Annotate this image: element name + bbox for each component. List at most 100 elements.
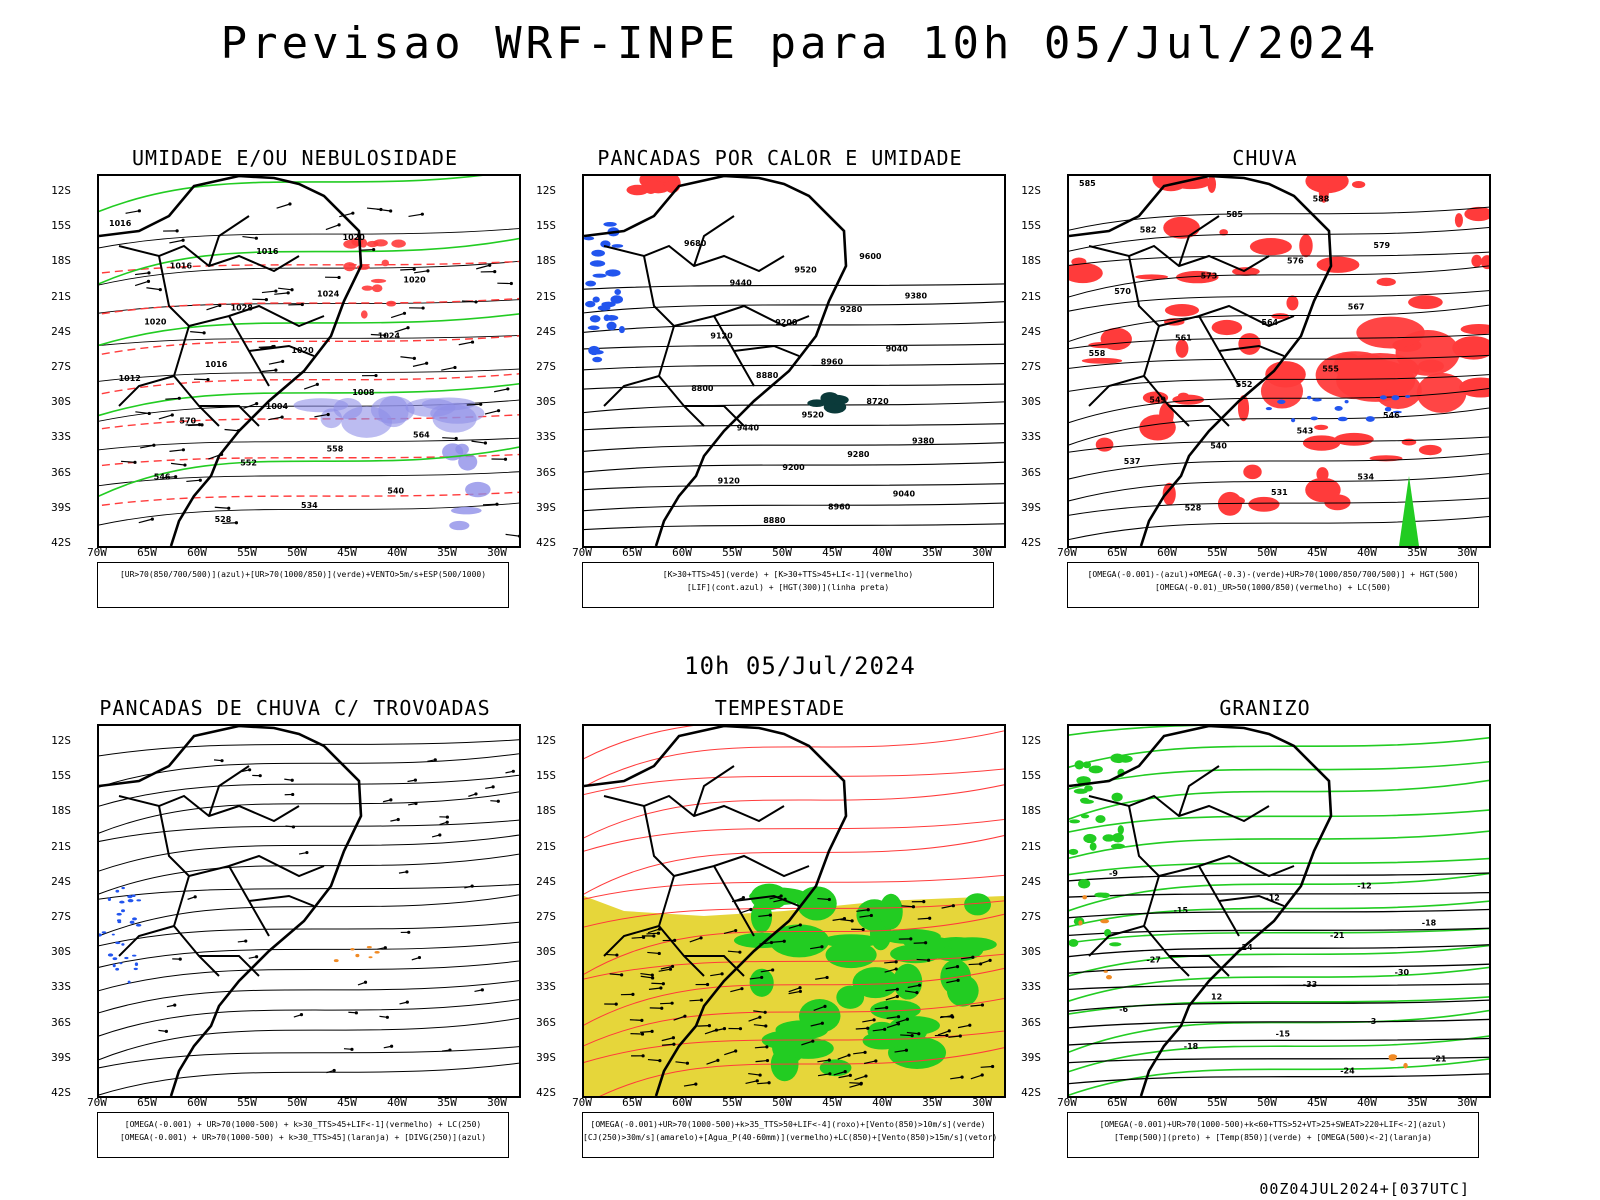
- wind-vector-head: [234, 521, 239, 525]
- wind-vector-head: [641, 935, 646, 939]
- lat-tick-label: 18S: [51, 254, 71, 268]
- shaded-area: [391, 239, 406, 248]
- contour-label: 8800: [691, 384, 714, 393]
- wind-vector: [854, 1075, 867, 1081]
- shaded-area: [371, 284, 383, 293]
- wind-vector: [260, 345, 275, 350]
- contour-line: [1069, 891, 1489, 898]
- wind-vector-head: [909, 937, 913, 941]
- contour-line: [1069, 515, 1489, 541]
- wind-vector-head: [927, 958, 931, 962]
- wind-vector: [134, 272, 150, 276]
- country-border: [118, 375, 175, 407]
- shaded-area: [1365, 416, 1375, 422]
- wind-vector-head: [405, 1000, 409, 1004]
- wind-vector-head: [755, 1079, 759, 1083]
- shaded-area: [1110, 843, 1125, 850]
- contour-label: 9200: [775, 318, 798, 327]
- map-canvas: [584, 726, 1004, 1096]
- wind-vector-head: [385, 1015, 389, 1019]
- shaded-area: [862, 1031, 902, 1050]
- lat-tick-label: 39S: [1021, 500, 1041, 514]
- wind-vector: [400, 268, 415, 271]
- shaded-area: [1401, 438, 1417, 446]
- wind-vector: [120, 460, 136, 463]
- lon-tick-label: 55W: [237, 1096, 257, 1109]
- map-canvas: 1016 1020 1016 1016 1020 1024 1028 1020 1024 1020…: [99, 176, 519, 546]
- wind-vector: [853, 1051, 866, 1055]
- shaded-area: [1351, 180, 1366, 189]
- contour-label: 8880: [763, 516, 786, 525]
- shaded-area: [368, 956, 373, 959]
- contour-label: 534: [301, 501, 318, 510]
- shaded-area: [121, 943, 125, 946]
- wind-vector-head: [872, 1018, 876, 1022]
- contour-line: [1069, 830, 1489, 860]
- wind-vector: [135, 411, 150, 415]
- panel-title: GRANIZO: [1219, 696, 1311, 720]
- shaded-area: [381, 259, 390, 267]
- wind-vector: [755, 1059, 768, 1063]
- wind-vector-head: [945, 1033, 949, 1038]
- wind-vector: [169, 449, 184, 452]
- contour-line: [1069, 736, 1489, 769]
- shaded-area: [1399, 476, 1419, 546]
- contour-label: -30: [1395, 968, 1410, 977]
- shaded-area: [1403, 1062, 1408, 1069]
- country-border: [1088, 375, 1145, 407]
- wind-vector: [886, 1023, 899, 1029]
- panel-trovoadas: PANCADAS DE CHUVA C/ TROVOADAS [OMEGA(-0…: [51, 696, 521, 1176]
- wind-vector: [748, 1016, 761, 1022]
- contour-label: 552: [1236, 380, 1253, 389]
- shaded-area: [112, 963, 116, 968]
- wind-vector: [476, 264, 490, 270]
- wind-vector-head: [506, 387, 510, 391]
- wind-vector-head: [509, 281, 513, 286]
- shaded-area: [836, 985, 865, 1009]
- contour-line: [99, 237, 519, 285]
- contour-line: [99, 980, 519, 1014]
- shaded-area: [1310, 416, 1318, 421]
- shaded-area: [1164, 304, 1200, 317]
- page-title: Previsao WRF-INPE para 10h 05/Jul/2024: [220, 18, 1380, 69]
- wind-vector: [400, 356, 415, 360]
- wind-vector-head: [869, 913, 873, 918]
- contour-label: 1020: [403, 275, 426, 284]
- wind-vector: [261, 369, 276, 373]
- contour-line: [1069, 387, 1489, 424]
- contour-label: -21: [1330, 931, 1345, 940]
- contour-label: -33: [1303, 980, 1317, 989]
- shaded-area: [1162, 482, 1176, 506]
- wind-vector-head: [656, 931, 661, 935]
- shaded-area: [597, 305, 611, 311]
- wind-vector: [661, 1037, 674, 1042]
- shaded-area: [1163, 216, 1200, 239]
- contour-line: [1069, 996, 1489, 1015]
- wind-vector-head: [493, 270, 497, 274]
- shaded-area: [1318, 179, 1329, 203]
- wind-vector: [125, 210, 140, 214]
- contour-label: 8880: [756, 371, 779, 380]
- contour-label: 573: [1201, 272, 1218, 281]
- wind-vector-head: [657, 951, 661, 956]
- country-border: [208, 765, 250, 817]
- lon-tick-label: 45W: [337, 1096, 357, 1109]
- panel-legend: [UR>70(850/700/500)](azul)+[UR>70(1000/8…: [97, 562, 509, 608]
- legend-line: [OMEGA(-0.001)+UR>70(1000-500)+k<60+TTS>…: [1099, 1120, 1447, 1129]
- panel-legend: [OMEGA(-0.001)+UR>70(1000-500)+k<60+TTS>…: [1067, 1112, 1479, 1158]
- shaded-area: [374, 950, 380, 954]
- lon-tick-label: 40W: [872, 1096, 892, 1109]
- shaded-area: [1105, 975, 1112, 980]
- contour-line: [1069, 354, 1489, 369]
- lat-tick-label: 33S: [536, 430, 556, 444]
- contour-label: 9200: [782, 463, 805, 472]
- country-border: [1128, 805, 1240, 937]
- wind-vector-head: [823, 1004, 827, 1008]
- wind-vector-head: [911, 905, 916, 909]
- country-border: [1218, 344, 1285, 357]
- lat-tick-label: 39S: [51, 500, 71, 514]
- contour-label: 9040: [893, 489, 916, 498]
- wind-vector-head: [763, 1010, 767, 1014]
- wind-vector: [950, 1076, 963, 1080]
- wind-vector-head: [479, 402, 483, 406]
